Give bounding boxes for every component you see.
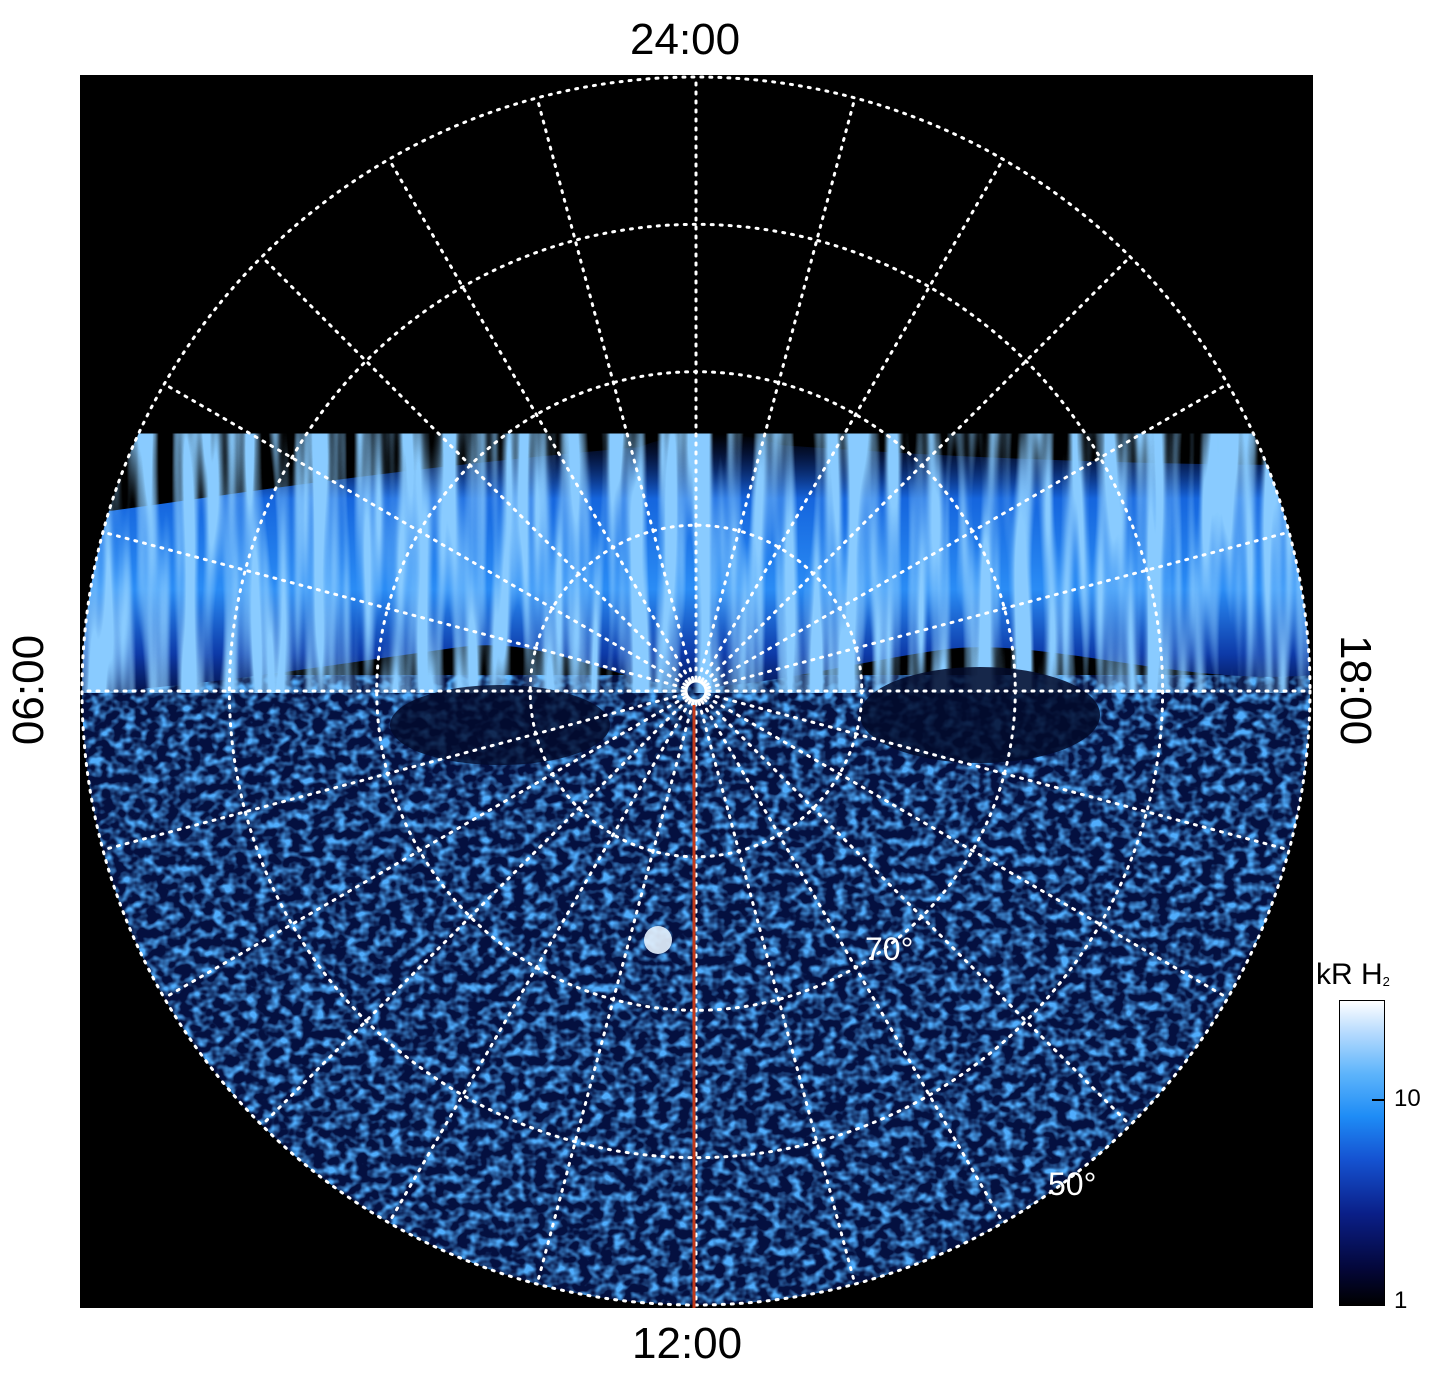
local-time-meridian — [702, 697, 1132, 1127]
local-time-meridian — [535, 96, 695, 681]
local-time-meridian — [101, 692, 686, 852]
local-time-meridian — [162, 382, 688, 687]
local-time-meridian — [260, 697, 690, 1127]
bright-spot — [644, 926, 672, 954]
local-time-meridian — [697, 701, 857, 1286]
polar-projection-plot: 70° 50° — [80, 75, 1313, 1308]
local-time-meridian — [535, 701, 695, 1286]
local-time-meridian — [260, 255, 690, 685]
colorbar-tick-10 — [1372, 1099, 1385, 1101]
local-time-meridian — [697, 96, 857, 681]
dusk-dark-patch — [860, 667, 1100, 763]
time-label-dusk: 18:00 — [1331, 634, 1380, 746]
local-time-meridian — [702, 255, 1132, 685]
local-time-meridian — [162, 695, 688, 1000]
local-time-meridian — [706, 692, 1291, 852]
colorbar-title: kR H2 — [1316, 958, 1390, 991]
colorbar-tick-label-10: 10 — [1394, 1085, 1421, 1112]
local-time-meridian — [387, 157, 692, 683]
latitude-label-70: 70° — [865, 931, 913, 967]
polar-grid — [80, 75, 1312, 1307]
local-time-meridian — [101, 530, 686, 690]
time-label-midnight: 24:00 — [630, 15, 741, 64]
local-time-meridian — [704, 695, 1230, 1000]
colorbar-tick-label-1: 1 — [1394, 1287, 1408, 1314]
latitude-circle — [80, 75, 1312, 1307]
local-time-meridian — [387, 699, 692, 1225]
auroral-oval-streaks — [82, 434, 1310, 693]
latitude-label-50: 50° — [1048, 1166, 1096, 1202]
local-time-meridian — [704, 382, 1230, 687]
local-time-meridian — [700, 699, 1005, 1225]
latitude-circle — [227, 222, 1165, 1160]
pole-marker — [684, 679, 708, 703]
colorbar — [1339, 1000, 1385, 1306]
time-label-dawn: 06:00 — [4, 634, 53, 746]
local-time-meridian — [700, 157, 1005, 683]
time-label-noon: 12:00 — [632, 1319, 743, 1368]
local-time-meridian — [706, 530, 1291, 690]
dawn-dark-patch — [390, 685, 610, 765]
